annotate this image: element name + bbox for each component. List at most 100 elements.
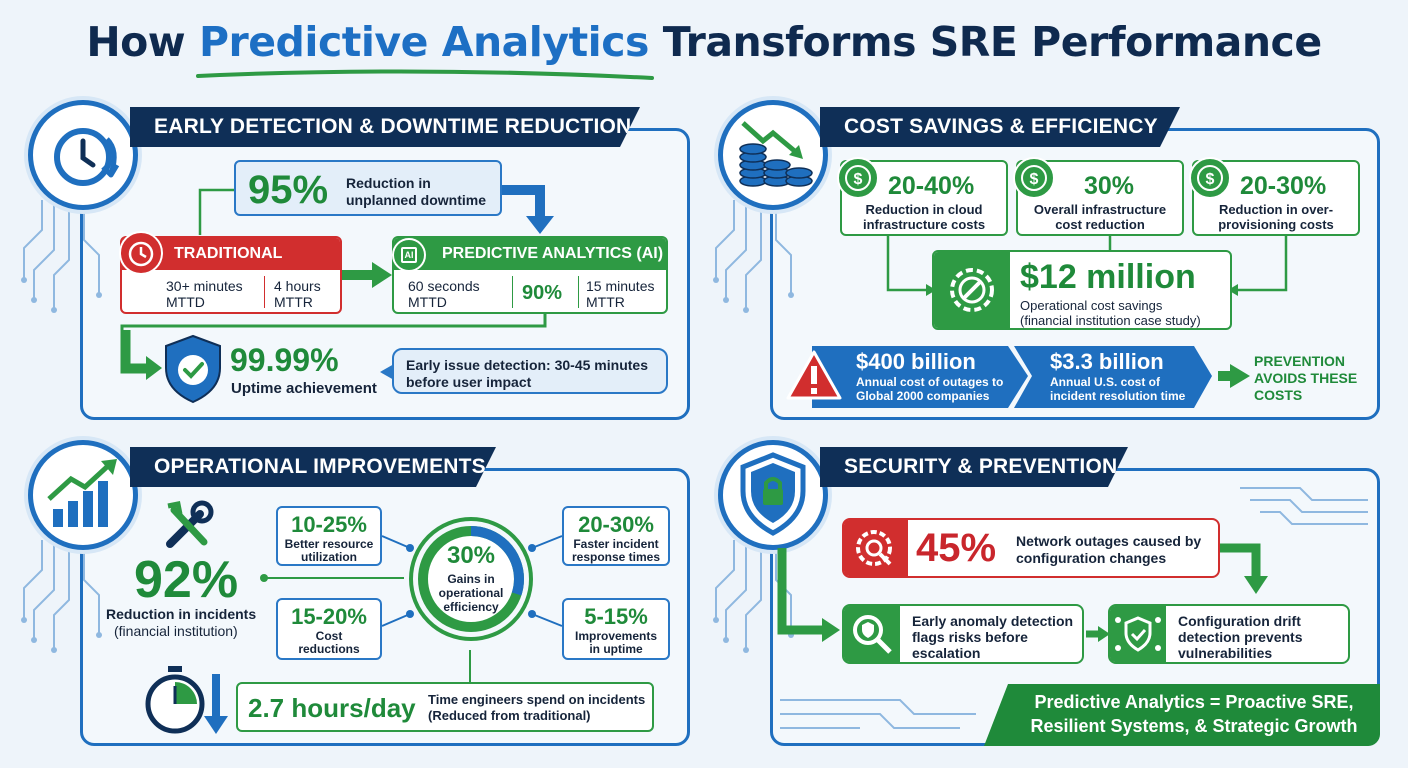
predictive-mttr: 15 minutes MTTR <box>586 278 654 310</box>
predictive-analytics-box: PREDICTIVE ANALYTICS (AI) 60 seconds MTT… <box>392 236 668 314</box>
predictive-improvement: 90% <box>522 282 563 304</box>
ai-chip-body: AI <box>401 247 417 263</box>
drift-line-1: Configuration drift <box>1178 613 1301 629</box>
coins-icon-circle <box>718 100 828 210</box>
resolution-cost-line-1: Annual U.S. cost of <box>1050 375 1161 389</box>
predictive-mttr-value: 15 minutes <box>586 278 655 294</box>
ops-stat-box-3: 20-30% Faster incident response times <box>562 506 670 566</box>
drift-line-3: vulnerabilities <box>1178 645 1273 661</box>
predictive-divider-1 <box>512 276 513 308</box>
ops-stat-3-line-1: Faster incident <box>573 537 659 551</box>
efficiency-line-2: operational <box>438 586 504 600</box>
hours-value: 2.7 hours/day <box>248 693 416 723</box>
gear-search-tile <box>844 520 908 576</box>
summary-banner: Predictive Analytics = Proactive SRE, Re… <box>984 684 1380 746</box>
summary-line-2: Resilient Systems, & Strategic Growth <box>1030 716 1358 736</box>
efficiency-line-3: efficiency <box>443 600 499 614</box>
anomaly-line-2: flags risks before <box>912 629 1028 645</box>
shield-icon-circle <box>718 440 828 550</box>
magnifier-shield-icon <box>853 615 892 654</box>
predictive-header: PREDICTIVE ANALYTICS (AI) <box>394 238 666 270</box>
svg-text:$: $ <box>1030 171 1039 188</box>
ops-stat-1-value: 10-25% <box>291 512 367 537</box>
cost-stat-3-line-1: Reduction in over- <box>1218 202 1334 217</box>
alarm-clock-icon <box>119 231 163 275</box>
predictive-mttd-value: 60 seconds <box>408 278 480 294</box>
cost-stat-2-value: 30% <box>1084 172 1135 200</box>
anomaly-detection-box: Early anomaly detection flags risks befo… <box>842 604 1084 664</box>
cost-arrows-bar <box>812 346 1212 408</box>
shield-check-icon <box>165 334 221 404</box>
cost-stat-3-line-2: provisioning costs <box>1218 217 1334 232</box>
cost-connectors <box>886 236 1288 388</box>
downtime-reduction-label-1: Reduction in <box>346 175 431 191</box>
circuit-decoration-left-bottom <box>21 540 102 653</box>
hours-line-1: Time engineers spend on incidents <box>428 692 646 707</box>
config-drift-box: Configuration drift detection prevents v… <box>1108 604 1350 664</box>
ai-chip-icon: AI <box>392 238 426 272</box>
efficiency-line-1: Gains in <box>447 572 495 586</box>
gear-wrench-tile <box>934 252 1010 328</box>
stopwatch-icon <box>145 666 228 734</box>
incidents-line-1: Reduction in incidents <box>106 606 257 622</box>
page-title: How Predictive Analytics Transforms SRE … <box>0 18 1408 66</box>
efficiency-value: 30% <box>446 542 496 569</box>
warning-icon <box>786 350 842 400</box>
circuit-decoration-security-bottom <box>780 699 976 729</box>
ai-chip-label: AI <box>404 250 414 260</box>
predictive-mttd: 60 seconds MTTD <box>408 278 480 310</box>
prevention-line-2: AVOIDS THESE <box>1254 370 1358 386</box>
outage-cost-value: $400 billion <box>856 349 976 374</box>
cost-stat-2-line-1: Overall infrastructure <box>1033 202 1167 217</box>
traditional-mttd-value: 30+ minutes <box>166 278 243 294</box>
tools-icon <box>166 500 214 548</box>
downtime-reduction-value: 95% <box>248 168 329 212</box>
traditional-box: TRADITIONAL 30+ minutes MTTD 4 hours MTT… <box>120 236 342 314</box>
traditional-divider <box>264 276 265 308</box>
ops-stat-3-line-2: response times <box>571 550 661 564</box>
cost-stat-1-line-2: infrastructure costs <box>862 217 986 232</box>
predictive-mttd-label: MTTD <box>408 294 447 310</box>
uptime-label: Uptime achievement <box>231 380 377 397</box>
cost-stat-1-line-1: Reduction in cloud <box>865 202 983 217</box>
ops-stat-4-line-1: Improvements <box>574 629 658 643</box>
operational-savings-line-1: Operational cost savings <box>1020 298 1163 313</box>
incidents-value: 92% <box>134 551 239 609</box>
hours-line-2: (Reduced from traditional) <box>428 708 591 723</box>
traditional-mttr-label: MTTR <box>274 294 313 310</box>
drift-tile <box>1110 606 1166 662</box>
circuit-decoration-right-top <box>713 200 794 313</box>
predictive-divider-2 <box>578 276 579 308</box>
title-highlight: Predictive Analytics <box>198 18 649 66</box>
early-issue-box: Early issue detection: 30-45 minutes bef… <box>392 348 668 394</box>
operational-connectors <box>260 535 563 682</box>
cost-savings-heading: COST SAVINGS & EFFICIENCY <box>820 107 1180 147</box>
downtime-reduction-label-2: unplanned downtime <box>346 192 486 208</box>
config-outages-value: 45% <box>916 526 997 570</box>
chart-icon-circle <box>28 440 138 550</box>
circuit-decoration-left-top <box>21 200 102 313</box>
svg-text:$: $ <box>1206 171 1215 188</box>
ops-stat-2-value: 15-20% <box>291 604 367 629</box>
anomaly-line-1: Early anomaly detection <box>912 613 1074 629</box>
traditional-mttr-value: 4 hours <box>274 278 321 294</box>
cost-stat-3-value: 20-30% <box>1240 172 1327 200</box>
drift-line-2: detection prevents <box>1178 629 1303 645</box>
chart-growth-icon <box>47 459 117 527</box>
gear-search-icon <box>856 530 892 566</box>
ops-stat-box-4: 5-15% Improvements in uptime <box>562 598 670 660</box>
operational-heading: OPERATIONAL IMPROVEMENTS <box>130 447 496 487</box>
ops-stat-box-1: 10-25% Better resource utilization <box>276 506 382 566</box>
efficiency-label: Gains in operational efficiency <box>404 572 538 614</box>
title-part-1: How <box>86 18 199 66</box>
title-part-2: Transforms SRE Performance <box>648 18 1322 66</box>
svg-text:$: $ <box>854 171 863 188</box>
incidents-line-2: (financial institution) <box>114 623 238 639</box>
ops-stat-3-value: 20-30% <box>578 512 654 537</box>
dollar-icon-1: $ <box>837 157 879 199</box>
operational-savings-value: $12 million <box>1020 258 1196 296</box>
early-detection-heading: EARLY DETECTION & DOWNTIME REDUCTION <box>130 107 640 147</box>
operational-savings-line-2: (financial institution case study) <box>1020 313 1201 328</box>
predictive-mttr-label: MTTR <box>586 294 625 310</box>
speech-pointer <box>380 364 394 380</box>
